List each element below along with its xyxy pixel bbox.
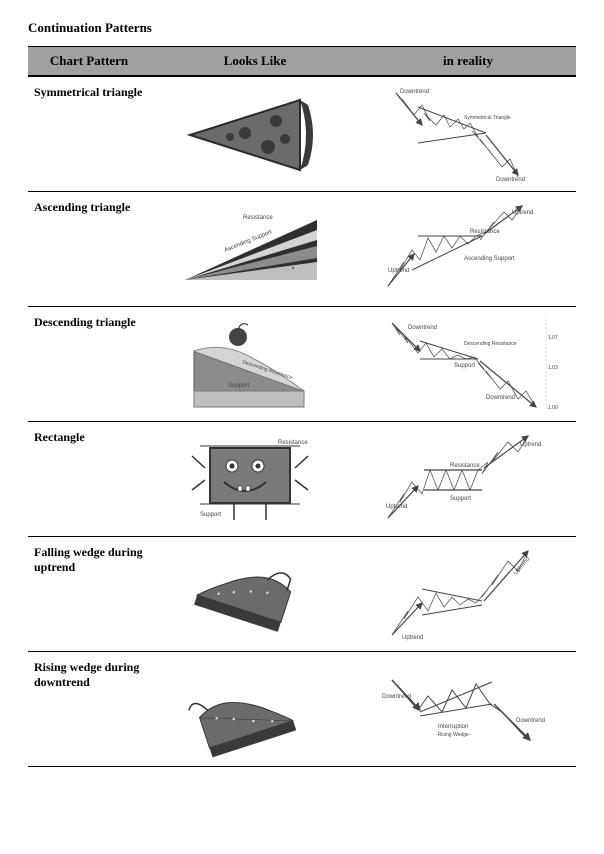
svg-text:Resistance: Resistance [243, 215, 273, 221]
svg-text:-Rising Wedge-: -Rising Wedge- [436, 732, 471, 738]
looks-cell [150, 537, 360, 652]
rectangle-chart: Uptrend Uptrend Resistance Support [378, 430, 558, 530]
rising-wedge-chart: Downtrend Downtrend Interruption -Rising… [378, 660, 558, 760]
pattern-name: Descending triangle [28, 307, 150, 422]
svg-text:Uptrend: Uptrend [402, 635, 423, 641]
looks-cell: Resistance [150, 422, 360, 537]
svg-text:1.0350: 1.0350 [548, 365, 558, 371]
wedge-shoe-left-illustration [170, 660, 340, 760]
table-row: Symmetrical triangle [28, 76, 576, 192]
svg-text:Uptrend: Uptrend [520, 442, 541, 448]
pattern-name: Ascending triangle [28, 192, 150, 307]
symmetrical-triangle-chart: Downtrend Symmetrical Triangle Downtrend [378, 85, 558, 185]
svg-text:Ascending Support: Ascending Support [464, 256, 515, 262]
layered-slice-illustration: Resistance Ascending Support [170, 200, 340, 300]
pattern-name: Symmetrical triangle [28, 76, 150, 192]
svg-text:Support: Support [200, 512, 221, 518]
ascending-triangle-chart: Uptrend Uptrend Resistance Ascending Sup… [378, 200, 558, 300]
table-row: Rectangle Resistance [28, 422, 576, 537]
patterns-table: Chart Pattern Looks Like in reality Symm… [28, 46, 576, 767]
pattern-name: Rectangle [28, 422, 150, 537]
looks-cell: Descending Resistance Support [150, 307, 360, 422]
pattern-name: Rising wedge during downtrend [28, 652, 150, 767]
col-in-reality: in reality [360, 47, 576, 77]
rectangle-character-illustration: Resistance [170, 430, 340, 530]
reality-cell: Downtrend Symmetrical Triangle Downtrend [360, 76, 576, 192]
svg-text:Downtrend: Downtrend [486, 395, 515, 401]
svg-text:Uptrend: Uptrend [513, 556, 531, 576]
svg-text:Resistance: Resistance [278, 440, 308, 446]
svg-text:Support: Support [454, 363, 475, 369]
falling-wedge-chart: Uptrend Uptrend [378, 545, 558, 645]
table-header-row: Chart Pattern Looks Like in reality [28, 47, 576, 77]
svg-text:Resistance: Resistance [450, 463, 480, 469]
table-row: Falling wedge during uptrend [28, 537, 576, 652]
svg-text:Interruption: Interruption [438, 724, 468, 730]
reality-cell: Uptrend Uptrend Resistance Ascending Sup… [360, 192, 576, 307]
svg-text:Support: Support [450, 496, 471, 502]
svg-text:Downtrend: Downtrend [382, 694, 411, 700]
svg-text:Uptrend: Uptrend [388, 268, 409, 274]
table-row: Rising wedge during downtrend [28, 652, 576, 767]
looks-cell [150, 652, 360, 767]
reality-cell: Uptrend Uptrend Resistance Support [360, 422, 576, 537]
looks-cell [150, 76, 360, 192]
looks-cell: Resistance Ascending Support [150, 192, 360, 307]
reality-cell: Uptrend Uptrend [360, 537, 576, 652]
svg-text:Descending Resistance: Descending Resistance [464, 341, 517, 347]
descending-triangle-chart: 1.0770 1.0350 1.0030 Downtrend Descendin… [378, 315, 558, 415]
reality-cell: 1.0770 1.0350 1.0030 Downtrend Descendin… [360, 307, 576, 422]
reality-cell: Downtrend Downtrend Interruption -Rising… [360, 652, 576, 767]
svg-text:Downtrend: Downtrend [400, 89, 429, 95]
col-chart-pattern: Chart Pattern [28, 47, 150, 77]
svg-text:Downtrend: Downtrend [496, 177, 525, 183]
svg-text:1.0030: 1.0030 [548, 405, 558, 411]
cake-slice-illustration: Descending Resistance Support [170, 315, 340, 415]
svg-text:1.0770: 1.0770 [548, 335, 558, 341]
table-row: Descending triangle Descending Resistanc… [28, 307, 576, 422]
svg-text:Uptrend: Uptrend [386, 504, 407, 510]
table-row: Ascending triangle Resistance Ascending … [28, 192, 576, 307]
svg-text:Downtrend: Downtrend [516, 718, 545, 724]
wedge-shoe-right-illustration [170, 545, 340, 645]
page-title: Continuation Patterns [28, 20, 576, 36]
svg-text:Symmetrical Triangle: Symmetrical Triangle [464, 115, 511, 121]
svg-text:Uptrend: Uptrend [512, 210, 533, 216]
col-looks-like: Looks Like [150, 47, 360, 77]
svg-text:Support: Support [228, 383, 249, 389]
svg-text:Downtrend: Downtrend [408, 325, 437, 331]
svg-text:Resistance: Resistance [470, 229, 500, 235]
pattern-name: Falling wedge during uptrend [28, 537, 150, 652]
pizza-slice-illustration [170, 85, 340, 185]
